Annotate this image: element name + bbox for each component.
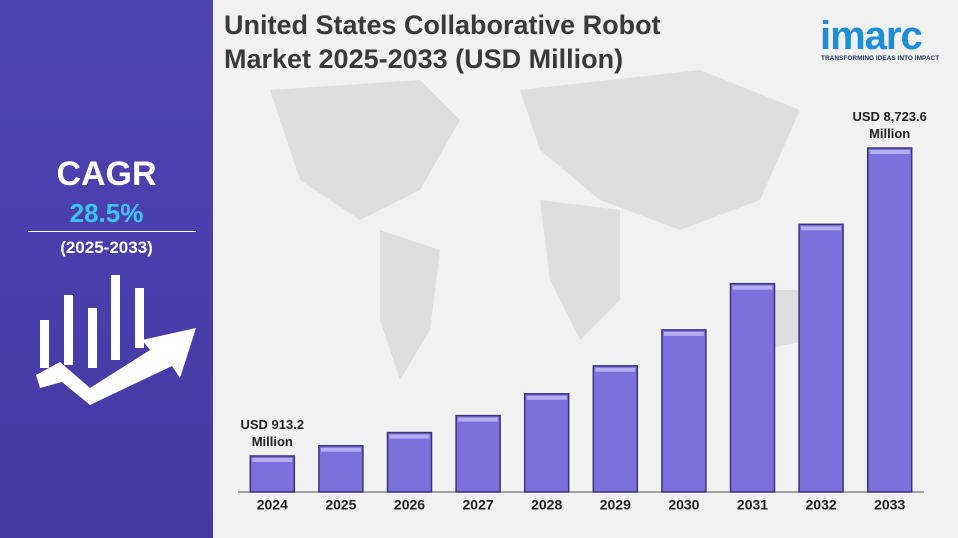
x-tick-label: 2030 bbox=[668, 497, 699, 513]
bar-shine bbox=[801, 226, 842, 231]
cagr-panel: CAGR 28.5% (2025-2033) bbox=[0, 0, 213, 538]
bar bbox=[592, 365, 639, 493]
value-label: USD 913.2 Million bbox=[240, 416, 305, 449]
bar-shine bbox=[732, 285, 773, 290]
cagr-label: CAGR bbox=[56, 155, 157, 193]
bar bbox=[318, 444, 364, 493]
bar-shine bbox=[869, 150, 910, 154]
x-tick-label: 2031 bbox=[737, 497, 768, 513]
bar bbox=[455, 414, 501, 493]
cagr-value: 28.5% bbox=[69, 198, 144, 228]
bar bbox=[729, 282, 776, 493]
bar-shine bbox=[458, 417, 499, 422]
bar-shine bbox=[663, 331, 704, 336]
bar bbox=[523, 393, 570, 493]
x-tick-label: 2032 bbox=[806, 497, 837, 513]
bar-shine bbox=[252, 457, 293, 462]
logo: imarc bbox=[820, 14, 923, 58]
divider bbox=[28, 231, 196, 232]
bar-shine bbox=[526, 395, 567, 400]
world-map bbox=[270, 70, 810, 380]
bar bbox=[798, 223, 844, 493]
x-tick-label: 2024 bbox=[257, 497, 288, 513]
bar bbox=[249, 455, 296, 493]
x-tick-label: 2029 bbox=[600, 497, 631, 513]
growth-icon bbox=[36, 275, 196, 405]
cagr-period: (2025-2033) bbox=[60, 238, 153, 257]
x-tick-label: 2028 bbox=[531, 497, 562, 513]
x-tick-label: 2027 bbox=[463, 497, 494, 513]
logo-tagline: TRANSFORMING IDEAS INTO IMPACT bbox=[821, 55, 940, 62]
value-label: USD 8,723.6 Million bbox=[852, 109, 927, 141]
x-tick-label: 2025 bbox=[325, 497, 356, 513]
x-tick-label: 2026 bbox=[394, 497, 425, 513]
bar-shine bbox=[595, 367, 636, 372]
bar bbox=[661, 329, 707, 493]
x-tick-label: 2033 bbox=[874, 497, 905, 513]
bar bbox=[866, 147, 913, 493]
bar-shine bbox=[389, 434, 430, 439]
bar-shine bbox=[320, 447, 361, 452]
bar bbox=[386, 431, 433, 493]
chart-title: United States Collaborative Robot Market… bbox=[224, 10, 661, 74]
